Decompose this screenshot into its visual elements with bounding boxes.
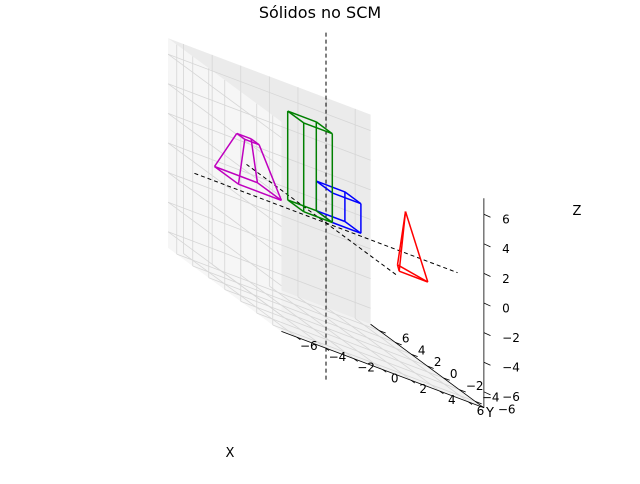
x-tick bbox=[382, 369, 387, 373]
x-tick bbox=[353, 358, 358, 362]
grid-line bbox=[208, 277, 412, 355]
z-tick-label: −4 bbox=[502, 361, 520, 375]
pyramid-edge bbox=[398, 270, 429, 283]
cube-edge bbox=[316, 180, 346, 193]
z-tick bbox=[483, 273, 491, 277]
cube-edge bbox=[344, 220, 362, 234]
z-tick-label: −2 bbox=[502, 331, 520, 345]
frustum-edge bbox=[238, 183, 282, 202]
y-tick-label: 4 bbox=[418, 343, 426, 357]
y-tick-label: 2 bbox=[434, 355, 442, 369]
frustum-edge bbox=[214, 165, 258, 184]
y-axis-label: Y bbox=[485, 406, 494, 421]
y-tick-label: −6 bbox=[498, 402, 516, 416]
rectangular-prism-edge bbox=[287, 199, 305, 213]
z-tick bbox=[483, 302, 491, 307]
x-tick-label: 6 bbox=[477, 404, 485, 418]
x-tick-label: 0 bbox=[391, 371, 399, 385]
grid-line bbox=[354, 318, 469, 403]
reference-axes bbox=[194, 32, 458, 380]
z-tick-label: 4 bbox=[502, 242, 510, 256]
z-tick bbox=[483, 361, 491, 366]
y-tick-label: 0 bbox=[450, 367, 458, 381]
rectangular-prism-edge bbox=[315, 210, 333, 224]
x-tick-label: 4 bbox=[448, 393, 456, 407]
z-tick-label: 0 bbox=[502, 301, 510, 315]
y-tick bbox=[443, 377, 450, 381]
y-tick bbox=[475, 401, 482, 405]
x-axis-label: X bbox=[226, 446, 235, 461]
frustum-edge bbox=[250, 138, 259, 183]
rectangular-prism-edge bbox=[287, 110, 317, 123]
solid-frustum bbox=[213, 132, 283, 202]
y-tick-label: −2 bbox=[466, 379, 484, 393]
x-tick-label: −4 bbox=[329, 350, 347, 364]
y-tick bbox=[379, 330, 386, 334]
y-tick bbox=[459, 389, 466, 393]
y-tick-label: −4 bbox=[482, 391, 500, 405]
frustum-edge bbox=[213, 132, 238, 167]
cube-edge bbox=[332, 192, 362, 205]
frustum-edge bbox=[237, 139, 246, 185]
solids bbox=[213, 110, 429, 283]
z-tick bbox=[483, 243, 491, 248]
rectangular-prism-edge bbox=[287, 199, 317, 212]
x-tick bbox=[411, 380, 416, 384]
grid-line bbox=[167, 113, 282, 198]
frustum-edge bbox=[250, 138, 260, 146]
x-tick bbox=[296, 336, 301, 341]
pyramid-edge bbox=[404, 211, 429, 283]
grid-line bbox=[167, 53, 282, 139]
grid-line bbox=[326, 307, 441, 392]
grid-line bbox=[176, 253, 380, 331]
z-tick bbox=[483, 213, 491, 218]
z-tick bbox=[483, 332, 491, 337]
cube-edge bbox=[315, 180, 333, 194]
x-tick-label: −6 bbox=[300, 339, 318, 353]
rectangular-prism-edge bbox=[315, 121, 333, 135]
rectangular-prism-edge bbox=[303, 122, 333, 135]
frustum-edge bbox=[214, 165, 239, 185]
rectangular-prism-edge bbox=[303, 210, 333, 224]
grid-line bbox=[167, 113, 371, 191]
z-tick bbox=[483, 391, 491, 396]
solid-rectangular-prism bbox=[286, 110, 334, 224]
frustum-edge bbox=[236, 132, 246, 140]
y-tick bbox=[427, 365, 434, 369]
pyramid-edge bbox=[397, 264, 429, 283]
z-tick-label: 2 bbox=[502, 272, 510, 286]
z-tick-label: 6 bbox=[502, 213, 510, 227]
grid-line bbox=[192, 265, 396, 343]
z-axis-label: Z bbox=[573, 204, 582, 219]
grid-line bbox=[167, 53, 371, 132]
pyramid-edge bbox=[396, 211, 407, 265]
reference-axis-y bbox=[246, 163, 397, 275]
grid-line bbox=[167, 83, 371, 161]
x-tick-label: −2 bbox=[357, 361, 375, 375]
x-tick bbox=[468, 401, 473, 405]
grid-line bbox=[167, 142, 282, 227]
chart-title: Sólidos no SCM bbox=[259, 3, 381, 22]
grid-line bbox=[297, 296, 412, 381]
cube-edge bbox=[344, 191, 362, 205]
y-tick-label: 6 bbox=[402, 332, 410, 346]
x-tick bbox=[439, 390, 444, 395]
frustum-edge bbox=[258, 144, 283, 201]
x-tick-label: 2 bbox=[419, 382, 427, 396]
frustum-edge bbox=[256, 182, 282, 202]
y-tick bbox=[395, 342, 402, 346]
z-tick-label: −6 bbox=[502, 390, 520, 404]
cube-edge bbox=[332, 221, 362, 235]
rectangular-prism-edge bbox=[287, 110, 305, 124]
solid-pyramid bbox=[396, 211, 429, 283]
y-tick bbox=[411, 353, 418, 358]
cube-edge bbox=[316, 209, 346, 223]
